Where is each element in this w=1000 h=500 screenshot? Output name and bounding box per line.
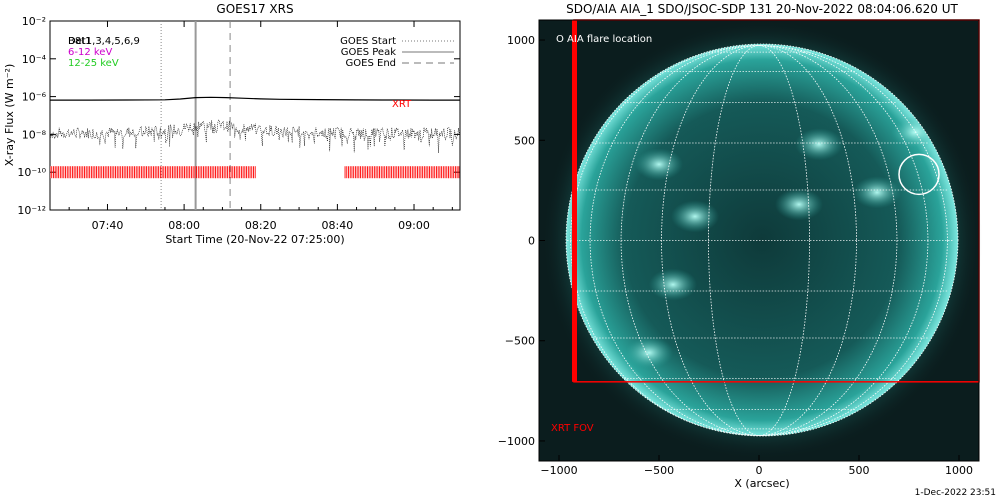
- active-region: [671, 200, 719, 233]
- image-y-tick-label: −500: [505, 335, 535, 348]
- disk: [566, 44, 958, 436]
- x-tick-label: 08:00: [168, 219, 200, 232]
- image-y-tick-label: 1000: [507, 34, 535, 47]
- active-regions: [625, 116, 939, 369]
- x-axis-ticks: [49, 21, 453, 210]
- legend-goes-end: GOES End: [346, 58, 396, 69]
- legend-12-25: 12-25 keV: [68, 58, 119, 69]
- legend-6-12: 6-12 keV: [68, 47, 112, 58]
- image-y-tick-labels: 1000 500 0 −500 −1000: [498, 34, 535, 448]
- legend-det: Det1,3,4,5,6,9: [68, 36, 140, 47]
- longitude-line: [570, 45, 948, 436]
- y-tick-label: 10⁻⁶: [22, 91, 47, 104]
- solar-disk: [542, 20, 982, 460]
- series-line-long: [50, 96, 460, 101]
- active-region: [625, 336, 673, 369]
- y-tick-label: 10⁻¹⁰: [17, 166, 46, 179]
- limb: [565, 43, 959, 437]
- active-region: [635, 148, 683, 181]
- active-region: [649, 268, 697, 301]
- legend-goes-start: GOES Start: [340, 36, 396, 47]
- footer-timestamp: 1-Dec-2022 23:51: [915, 488, 996, 498]
- image-x-tick-label: 500: [849, 464, 870, 477]
- x-tick-label: 07:40: [92, 219, 124, 232]
- longitude-line: [708, 45, 810, 436]
- active-region: [795, 128, 843, 161]
- goes-xrs-chart: GOES17 XRS 10⁻² 10⁻⁴ 10⁻⁶ 10⁻⁸ 10⁻¹⁰ 10⁻¹² 07…: [3, 2, 461, 246]
- aia-image-panel: SDO/AIA AIA_1 SDO/JSOC-SDP 131 20-Nov-20…: [498, 2, 982, 490]
- legend-left: B8t1 Det1,3,4,5,6,9 6-12 keV 12-25 keV: [68, 36, 140, 69]
- image-y-tick-label: 500: [514, 134, 535, 147]
- xrt-coverage-ticks: [50, 166, 460, 179]
- goes-markers: [160, 21, 231, 210]
- active-region: [775, 188, 823, 221]
- legend-right: GOES Start GOES Peak GOES End: [340, 36, 454, 69]
- x-tick-label: 09:00: [398, 219, 430, 232]
- xrt-fov-label: XRT FOV: [551, 423, 594, 434]
- y-axis-label: X-ray Flux (W m⁻²): [3, 64, 16, 166]
- series-line-short: [50, 119, 460, 154]
- lat-lon-grid: [566, 45, 954, 436]
- x-tick-label: 08:40: [322, 219, 354, 232]
- image-x-axis-label: X (arcsec): [734, 477, 789, 490]
- image-x-tick-label: 1000: [945, 464, 973, 477]
- image-x-tick-label: −1000: [540, 464, 577, 477]
- legend-goes-peak: GOES Peak: [341, 47, 396, 58]
- flare-legend: O AIA flare location: [556, 34, 652, 45]
- xrt-label: XRT: [392, 99, 412, 110]
- y-tick-label: 10⁻⁸: [22, 128, 47, 141]
- legend-det-overprint: B8t1: [68, 36, 92, 47]
- x-axis-tick-labels: 07:40 08:00 08:20 08:40 09:00: [92, 219, 430, 232]
- image-y-tick-label: −1000: [498, 435, 535, 448]
- active-region: [853, 176, 901, 209]
- image-x-tick-label: 0: [756, 464, 763, 477]
- image-y-tick-label: 0: [528, 235, 535, 248]
- y-axis-tick-labels: 10⁻² 10⁻⁴ 10⁻⁶ 10⁻⁸ 10⁻¹⁰ 10⁻¹²: [17, 15, 46, 217]
- image-title: SDO/AIA AIA_1 SDO/JSOC-SDP 131 20-Nov-20…: [566, 2, 958, 16]
- chart-title: GOES17 XRS: [216, 2, 293, 16]
- flare-location-marker: [898, 153, 940, 196]
- y-tick-label: 10⁻²: [22, 15, 46, 28]
- y-tick-label: 10⁻¹²: [17, 204, 46, 217]
- y-tick-label: 10⁻⁴: [22, 53, 47, 66]
- x-axis-label: Start Time (20-Nov-22 07:25:00): [165, 233, 344, 246]
- image-ticks: [539, 39, 960, 461]
- x-tick-label: 08:20: [245, 219, 277, 232]
- series-lines: [50, 96, 460, 154]
- xrt-fov-left-edge: [572, 20, 577, 382]
- plot-frame: [49, 20, 461, 211]
- image-x-tick-label: −500: [644, 464, 674, 477]
- image-x-tick-labels: −1000 −500 0 500 1000: [540, 464, 973, 477]
